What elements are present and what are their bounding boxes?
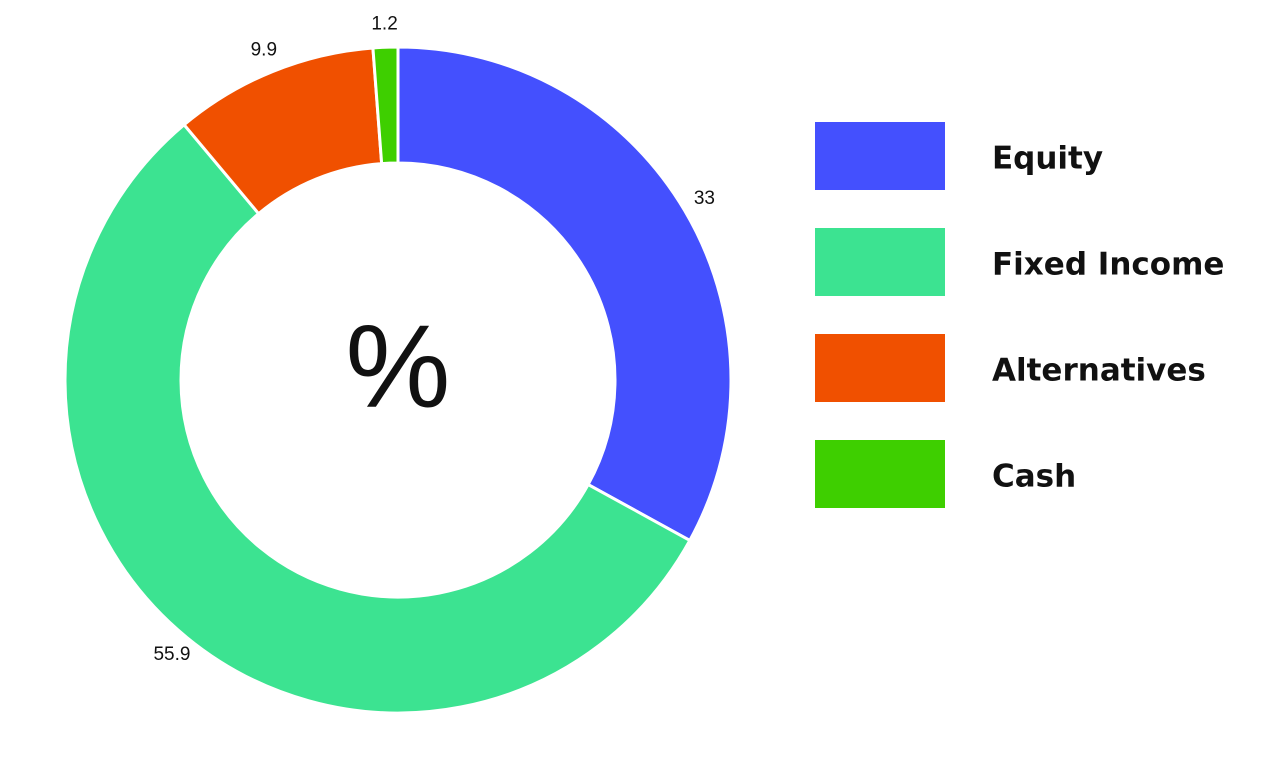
value-label: 9.9 (251, 39, 277, 60)
donut-segment (63, 122, 692, 715)
legend-label: Fixed Income (992, 247, 1224, 283)
legend-label: Equity (992, 141, 1103, 177)
donut-segment (396, 45, 733, 543)
legend-label: Cash (992, 459, 1076, 495)
value-label: 1.2 (371, 13, 397, 34)
legend-swatch (815, 228, 945, 296)
value-label: 55.9 (153, 644, 190, 665)
legend-label: Alternatives (992, 353, 1206, 389)
value-label: 33 (694, 188, 715, 209)
donut-segment (371, 45, 400, 166)
legend-swatch (815, 334, 945, 402)
legend-swatch (815, 440, 945, 508)
legend-swatch (815, 122, 945, 190)
center-label: % (346, 301, 451, 433)
